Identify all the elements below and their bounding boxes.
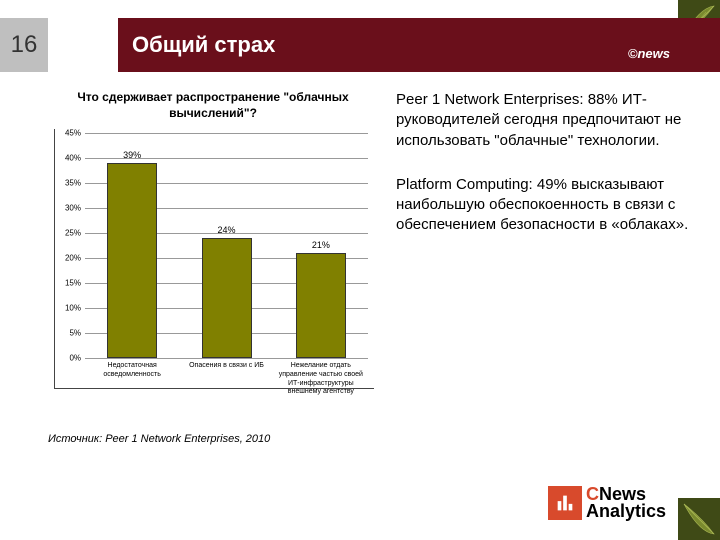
bar: 21% bbox=[296, 253, 346, 358]
footer-logo: CNews Analytics bbox=[548, 486, 666, 520]
logo-analytics: Analytics bbox=[586, 501, 666, 521]
bar: 24% bbox=[202, 238, 252, 358]
y-tick-label: 30% bbox=[55, 204, 81, 213]
logo-text: CNews Analytics bbox=[586, 486, 666, 520]
y-tick-label: 40% bbox=[55, 154, 81, 163]
x-category-label: Недостаточная осведомленность bbox=[87, 358, 177, 380]
page-number: 16 bbox=[0, 18, 48, 72]
paragraph-2: Platform Computing: 49% высказывают наиб… bbox=[396, 175, 690, 236]
y-tick-label: 35% bbox=[55, 179, 81, 188]
chart-source: Источник: Peer 1 Network Enterprises, 20… bbox=[48, 433, 378, 445]
chart-column: Что сдерживает распространение "облачных… bbox=[48, 90, 378, 480]
x-category-label: Нежелание отдать управление частью своей… bbox=[276, 358, 366, 397]
slide-root: 16 Общий страх ©news Что сдерживает расп… bbox=[0, 0, 720, 540]
y-tick-label: 45% bbox=[55, 129, 81, 138]
slide-title: Общий страх bbox=[118, 18, 720, 72]
y-tick-label: 15% bbox=[55, 279, 81, 288]
bar-value-label: 24% bbox=[203, 225, 251, 235]
y-tick-label: 25% bbox=[55, 229, 81, 238]
bar: 39% bbox=[107, 163, 157, 358]
title-text: Общий страх bbox=[132, 32, 275, 58]
chart-title: Что сдерживает распространение "облачных… bbox=[48, 90, 378, 129]
bar-value-label: 21% bbox=[297, 240, 345, 250]
logo-icon bbox=[548, 486, 582, 520]
y-tick-label: 5% bbox=[55, 329, 81, 338]
y-tick-label: 20% bbox=[55, 254, 81, 263]
y-tick-label: 0% bbox=[55, 354, 81, 363]
text-column: Peer 1 Network Enterprises: 88% ИТ-руков… bbox=[378, 90, 690, 480]
gridline bbox=[85, 133, 368, 134]
y-tick-label: 10% bbox=[55, 304, 81, 313]
bar-value-label: 39% bbox=[108, 150, 156, 160]
corner-leaf-bottom bbox=[678, 498, 720, 540]
bar-chart: 0%5%10%15%20%25%30%35%40%45%39%Недостато… bbox=[54, 129, 374, 389]
header-brand: ©news bbox=[628, 46, 670, 61]
paragraph-1: Peer 1 Network Enterprises: 88% ИТ-руков… bbox=[396, 90, 690, 151]
x-category-label: Опасения в связи с ИБ bbox=[182, 358, 272, 371]
content-area: Что сдерживает распространение "облачных… bbox=[48, 90, 690, 480]
